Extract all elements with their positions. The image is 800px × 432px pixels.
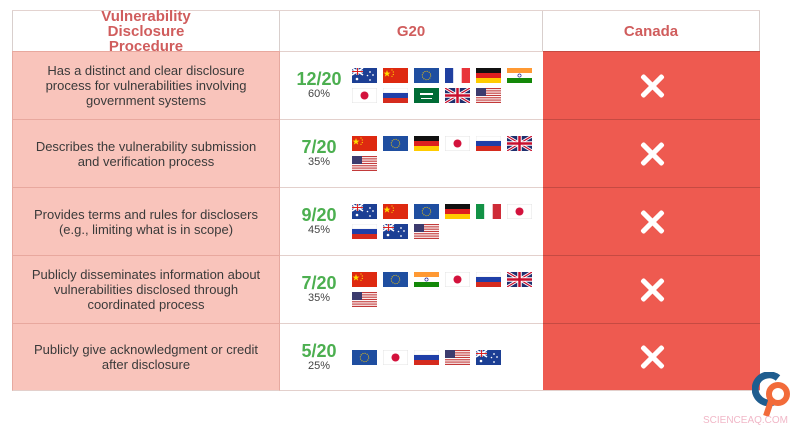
russia-flag-icon (352, 224, 377, 239)
canada-cell (543, 323, 760, 391)
usa-flag-icon (414, 224, 439, 239)
eu-flag-icon (414, 204, 439, 219)
japan-flag-icon (507, 204, 532, 219)
header-procedure: Vulnerability Disclosure Procedure (12, 7, 280, 55)
australia-flag-icon (352, 68, 377, 83)
g20-cell: 12/20 60% (280, 51, 543, 119)
criterion-text: Describes the vulnerability submission a… (35, 138, 257, 169)
flag-list (352, 204, 542, 239)
usa-flag-icon (445, 349, 470, 365)
g20-score: 9/20 45% (290, 206, 348, 237)
eu-flag-icon (383, 272, 408, 287)
criterion-text: Publicly disseminates information about … (31, 267, 261, 312)
india-flag-icon (507, 68, 532, 83)
criterion-text: Has a distinct and clear disclosure proc… (45, 63, 247, 108)
usa-flag-icon (476, 88, 501, 103)
table-row: Has a distinct and clear disclosure proc… (12, 51, 760, 119)
australia-flag-icon (352, 204, 377, 219)
japan-flag-icon (445, 136, 470, 151)
uk-flag-icon (507, 136, 532, 151)
disclosure-table: Vulnerability Disclosure Procedure G20 C… (12, 7, 760, 391)
g20-cell: 9/20 45% (280, 187, 543, 255)
canada-cell (543, 255, 760, 323)
china-flag-icon (352, 136, 377, 151)
uk-flag-icon (507, 272, 532, 287)
germany-flag-icon (414, 136, 439, 151)
saudi-arabia-flag-icon (414, 88, 439, 103)
flag-list (352, 272, 542, 307)
canada-cell (543, 51, 760, 119)
x-icon (639, 344, 665, 370)
japan-flag-icon (383, 349, 408, 365)
russia-flag-icon (383, 88, 408, 103)
g20-score: 12/20 60% (290, 70, 348, 101)
g20-percent: 35% (307, 156, 331, 168)
australia-flag-icon (476, 349, 501, 365)
g20-cell: 7/20 35% (280, 119, 543, 187)
eu-flag-icon (383, 136, 408, 151)
criterion-cell: Has a distinct and clear disclosure proc… (12, 51, 280, 119)
g20-score: 7/20 35% (290, 274, 348, 305)
header-procedure-label: Vulnerability Disclosure Procedure (101, 7, 191, 55)
germany-flag-icon (476, 68, 501, 83)
russia-flag-icon (476, 136, 501, 151)
g20-percent: 45% (307, 224, 331, 236)
header-g20: G20 (280, 11, 543, 51)
china-flag-icon (352, 272, 377, 287)
criterion-text: Publicly give acknowledgment or credit a… (34, 342, 258, 372)
usa-flag-icon (352, 156, 377, 171)
criterion-cell: Publicly disseminates information about … (12, 255, 280, 323)
cp-logo-icon (752, 372, 790, 417)
criterion-cell: Describes the vulnerability submission a… (12, 119, 280, 187)
g20-percent: 35% (307, 292, 331, 304)
criterion-cell: Provides terms and rules for disclosers … (12, 187, 280, 255)
australia-flag-icon (383, 224, 408, 239)
g20-fraction: 5/20 (301, 340, 337, 361)
table-row: Provides terms and rules for disclosers … (12, 187, 760, 255)
criterion-text: Provides terms and rules for disclosers … (34, 206, 258, 237)
g20-cell: 7/20 35% (280, 255, 543, 323)
g20-score: 7/20 35% (290, 138, 348, 169)
x-icon (639, 209, 665, 235)
france-flag-icon (445, 68, 470, 83)
g20-fraction: 12/20 (296, 69, 342, 89)
x-icon (639, 73, 665, 99)
russia-flag-icon (414, 349, 439, 365)
g20-fraction: 7/20 (301, 273, 337, 293)
g20-percent: 60% (307, 88, 331, 100)
japan-flag-icon (352, 88, 377, 103)
japan-flag-icon (445, 272, 470, 287)
x-icon (639, 141, 665, 167)
canada-cell (543, 187, 760, 255)
x-icon (639, 277, 665, 303)
g20-score: 5/20 25% (290, 342, 348, 373)
usa-flag-icon (352, 292, 377, 307)
g20-percent: 25% (307, 359, 331, 372)
germany-flag-icon (445, 204, 470, 219)
uk-flag-icon (445, 88, 470, 103)
header-canada: Canada (543, 11, 760, 51)
china-flag-icon (383, 68, 408, 83)
eu-flag-icon (352, 349, 377, 365)
table-header-row: Vulnerability Disclosure Procedure G20 C… (12, 7, 760, 55)
china-flag-icon (383, 204, 408, 219)
g20-fraction: 9/20 (301, 205, 337, 225)
g20-cell: 5/20 25% (280, 323, 543, 391)
canada-cell (543, 119, 760, 187)
criterion-cell: Publicly give acknowledgment or credit a… (12, 323, 280, 391)
india-flag-icon (414, 272, 439, 287)
g20-fraction: 7/20 (301, 137, 337, 157)
russia-flag-icon (476, 272, 501, 287)
italy-flag-icon (476, 204, 501, 219)
flag-list (352, 68, 542, 103)
table-row: Publicly disseminates information about … (12, 255, 760, 323)
flag-list (352, 349, 542, 365)
flag-list (352, 136, 542, 171)
eu-flag-icon (414, 68, 439, 83)
table-row: Publicly give acknowledgment or credit a… (12, 323, 760, 391)
watermark: SCIENCEAQ.COM (703, 415, 789, 426)
table-row: Describes the vulnerability submission a… (12, 119, 760, 187)
